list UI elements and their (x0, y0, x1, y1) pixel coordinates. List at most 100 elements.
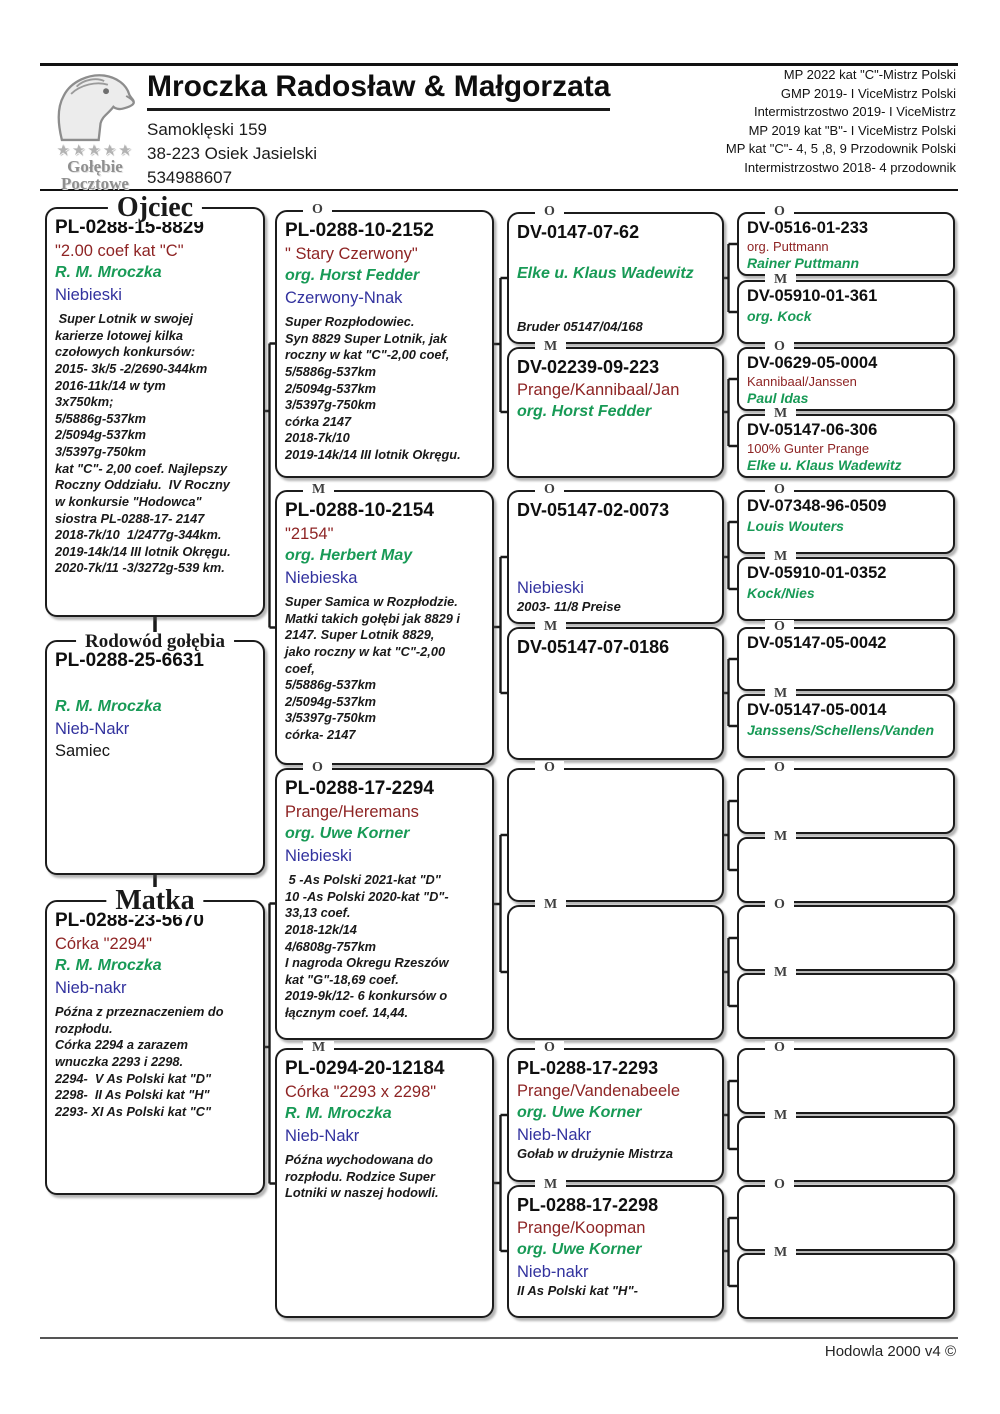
notes-text: Bruder 05147/04/168 (517, 318, 643, 334)
origin-line: org. Kock (747, 307, 812, 324)
pedigree-box-gen4-3: O DV-0629-05-0004 Kannibaal/Janssen Paul… (737, 340, 955, 411)
origin-line: org. Horst Fedder (285, 267, 420, 285)
pedigree-box-gen3-4: M DV-05147-07-0186 (507, 620, 724, 760)
footer-rule (40, 1337, 958, 1339)
origin-line: Elke u. Klaus Wadewitz (747, 457, 902, 474)
sex-legend: M (765, 1246, 797, 1260)
spacer (55, 673, 255, 695)
pedigree-box-gen4-4: M DV-05147-06-306 100% Gunter Prange Elk… (737, 407, 955, 478)
sex-legend: O (303, 761, 332, 775)
strain-line: Prange/Kannibaal/Jan (517, 380, 680, 399)
club-logo: ★★★★★ Gołębie Pocztowe (44, 66, 146, 193)
sex-legend: M (535, 898, 567, 912)
logo-caption-line2: Pocztowe (61, 174, 129, 194)
pedigree-box-gen4-16: M (737, 1246, 955, 1319)
pedigree-box-gen4-11: O (737, 898, 955, 971)
ring-number: PL-0288-17-2293 (517, 1058, 659, 1078)
sex-legend: O (765, 761, 794, 775)
origin-line: Paul Idas (747, 390, 809, 407)
pedigree-box-gen4-1: O DV-0516-01-233 org. Puttmann Rainer Pu… (737, 205, 955, 276)
breeder-phone: 534988607 (147, 168, 233, 187)
sex-legend: O (303, 203, 332, 217)
pedigree-box-subject: Rodowód gołębia PL-0288-25-6631 R. M. Mr… (45, 632, 265, 875)
achievement-line: Intermistrzostwo 2018- 4 przodownik (744, 159, 956, 175)
ring-number: PL-0288-10-2154 (285, 500, 434, 521)
sex-legend: M (765, 1109, 797, 1123)
pigeon-head-icon (57, 74, 135, 142)
strain-line: Kannibaal/Janssen (747, 373, 857, 389)
achievement-line: MP 2022 kat "C"-Mistrz Polski (783, 67, 956, 82)
pedigree-box-father: Ojciec PL-0288-15-8829 "2.00 coef kat "C… (45, 194, 265, 617)
notes-text: 5 -As Polski 2021-kat "D" 10 -As Polski … (285, 872, 449, 1020)
pedigree-box-gen2-3: O PL-0288-17-2294 Prange/Heremans org. U… (275, 761, 494, 1040)
sex-legend: M (535, 340, 567, 354)
sex-legend: O (535, 483, 564, 497)
pedigree-box-gen4-10: M (737, 830, 955, 903)
origin-line: org. Horst Fedder (517, 403, 652, 421)
sex-legend: M (535, 620, 567, 634)
notes-text: Super Rozpłodowiec. Syn 8829 Super Lotni… (285, 314, 461, 462)
pedigree-box-gen4-5: O DV-07348-96-0509 Louis Wouters (737, 483, 955, 554)
notes-text: 2003- 11/8 Preise (517, 598, 621, 614)
pedigree-box-gen4-14: M (737, 1109, 955, 1182)
ring-number: DV-05147-05-0042 (747, 634, 887, 652)
color-line: Niebieski (517, 579, 584, 598)
pedigree-box-gen2-4: M PL-0294-20-12184 Córka "2293 x 2298" R… (275, 1041, 494, 1318)
ring-number: DV-0516-01-233 (747, 219, 869, 237)
sex-legend: M (765, 550, 797, 564)
ring-number: DV-05147-02-0073 (517, 500, 670, 520)
sex-legend: O (535, 1041, 564, 1055)
origin-line: org. Uwe Korner (517, 1241, 642, 1259)
ring-number: DV-05147-06-306 (747, 421, 878, 439)
pedigree-box-gen4-9: O (737, 761, 955, 834)
pedigree-box-gen2-1: O PL-0288-10-2152 " Stary Czerwony" org.… (275, 203, 494, 478)
achievement-line: GMP 2019- I ViceMistrz Polski (780, 85, 956, 101)
strain-line: Prange/Heremans (285, 802, 419, 821)
origin-line: R. M. Mroczka (55, 697, 162, 715)
ring-number: DV-05147-07-0186 (517, 637, 670, 657)
origin-line: org. Uwe Korner (517, 1104, 642, 1122)
color-line: Czerwony-Nnak (285, 289, 403, 308)
ring-number: DV-07348-96-0509 (747, 497, 887, 515)
sex-legend: O (765, 898, 794, 912)
notes-text: Super Lotnik w swojej karierze lotowej k… (55, 311, 231, 576)
origin-line: Louis Wouters (747, 517, 844, 534)
strain-line: Prange/Koopman (517, 1218, 646, 1237)
color-line: Niebieska (285, 569, 358, 588)
sex-legend: O (765, 340, 794, 354)
ring-number: PL-0288-17-2294 (285, 778, 434, 799)
origin-line: R. M. Mroczka (55, 264, 162, 282)
notes-text: Późna wychodowana do rozpłodu. Rodzice S… (285, 1152, 439, 1201)
ring-number: DV-0147-07-62 (517, 222, 640, 242)
pedigree-box-gen4-7: O DV-05147-05-0042 (737, 620, 955, 691)
ring-number: DV-0629-05-0004 (747, 354, 878, 372)
ring-number: PL-0288-10-2152 (285, 220, 434, 241)
strain-line: " Stary Czerwony" (285, 244, 418, 263)
address-line1: Samoklęski 159 (147, 120, 268, 139)
notes-text: Gołab w drużynie Mistrza (517, 1145, 674, 1161)
pedigree-box-gen4-13: O (737, 1041, 955, 1114)
sex-legend: M (765, 407, 797, 421)
sex-legend: M (535, 1178, 567, 1192)
origin-line: org. Uwe Korner (285, 825, 410, 843)
address-line2: 38-223 Osiek Jasielski (147, 144, 318, 163)
logo-caption-line1: Gołębie (67, 157, 123, 176)
strain-line: "2154" (285, 524, 334, 543)
origin-line: R. M. Mroczka (285, 1105, 392, 1123)
pedigree-box-mother: Matka PL-0288-23-5670 Córka "2294" R. M.… (45, 887, 265, 1195)
sex-legend: O (765, 620, 794, 634)
ring-number: PL-0288-15-8829 (55, 217, 204, 238)
pedigree-box-gen4-6: M DV-05910-01-0352 Kock/Nies (737, 550, 955, 621)
pedigree-box-gen3-2: M DV-02239-09-223 Prange/Kannibaal/Jan o… (507, 340, 724, 478)
sex-legend: O (535, 205, 564, 219)
color-line: Nieb-Nakr (517, 1126, 592, 1145)
origin-line: Elke u. Klaus Wadewitz (517, 264, 694, 282)
pedigree-box-gen2-2: M PL-0288-10-2154 "2154" org. Herbert Ma… (275, 483, 494, 765)
sex-legend: M (765, 966, 797, 980)
pedigree-box-gen4-8: M DV-05147-05-0014 Janssens/Schellens/Va… (737, 687, 955, 758)
pedigree-box-gen3-7: O PL-0288-17-2293 Prange/Vandenabeele or… (507, 1041, 724, 1182)
sex-legend: O (765, 205, 794, 219)
header-top-rule (40, 63, 958, 66)
achievement-line: MP kat "C"- 4, 5 ,8, 9 Przodownik Polski (725, 141, 956, 157)
